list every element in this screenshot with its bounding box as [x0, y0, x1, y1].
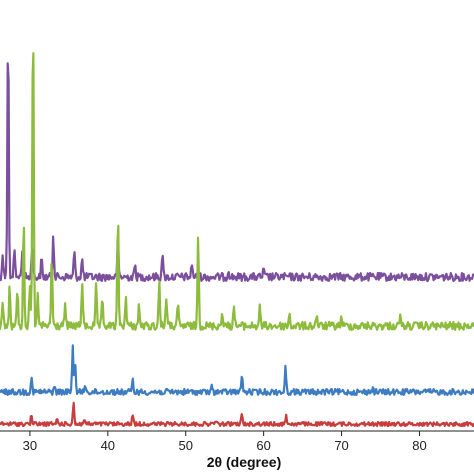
- x-tick-label: 50: [178, 438, 192, 453]
- x-tick-label: 40: [101, 438, 115, 453]
- xrd-series-line-4: [0, 401, 474, 428]
- x-ticks: 30 40 50 60 70 80: [23, 431, 427, 453]
- xrd-series-line-3: [0, 344, 474, 397]
- x-tick-label: 80: [412, 438, 426, 453]
- series-layer: [0, 52, 474, 428]
- x-tick-label: 30: [23, 438, 37, 453]
- x-tick-label: 60: [256, 438, 270, 453]
- xrd-series-line-1: [0, 62, 474, 283]
- xrd-series-line-2: [0, 52, 474, 331]
- x-tick-label: 70: [334, 438, 348, 453]
- x-axis-title: 2θ (degree): [207, 454, 281, 470]
